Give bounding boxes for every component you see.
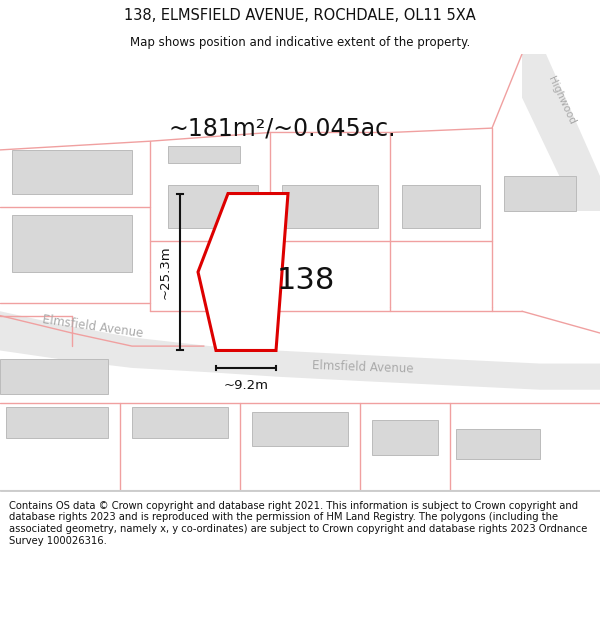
Text: Elmsfield Avenue: Elmsfield Avenue <box>42 313 145 341</box>
Polygon shape <box>168 185 258 228</box>
Polygon shape <box>456 429 540 459</box>
Text: 138: 138 <box>277 266 335 295</box>
Text: Contains OS data © Crown copyright and database right 2021. This information is : Contains OS data © Crown copyright and d… <box>9 501 587 546</box>
Text: 138, ELMSFIELD AVENUE, ROCHDALE, OL11 5XA: 138, ELMSFIELD AVENUE, ROCHDALE, OL11 5X… <box>124 8 476 22</box>
Polygon shape <box>198 194 288 351</box>
Polygon shape <box>282 185 378 228</box>
Polygon shape <box>132 407 228 437</box>
Text: ~9.2m: ~9.2m <box>223 379 269 392</box>
Polygon shape <box>12 150 132 194</box>
Polygon shape <box>504 176 576 211</box>
Polygon shape <box>522 54 600 211</box>
Polygon shape <box>168 146 240 163</box>
Text: Highwood: Highwood <box>546 74 577 126</box>
Polygon shape <box>12 216 132 272</box>
Text: Map shows position and indicative extent of the property.: Map shows position and indicative extent… <box>130 36 470 49</box>
Text: ~25.3m: ~25.3m <box>158 245 172 299</box>
Text: ~181m²/~0.045ac.: ~181m²/~0.045ac. <box>168 116 396 140</box>
Polygon shape <box>0 311 600 390</box>
Polygon shape <box>0 359 108 394</box>
Polygon shape <box>6 407 108 437</box>
Polygon shape <box>402 185 480 228</box>
Polygon shape <box>252 411 348 446</box>
Polygon shape <box>372 420 438 455</box>
Text: Elmsfield Avenue: Elmsfield Avenue <box>312 359 414 375</box>
